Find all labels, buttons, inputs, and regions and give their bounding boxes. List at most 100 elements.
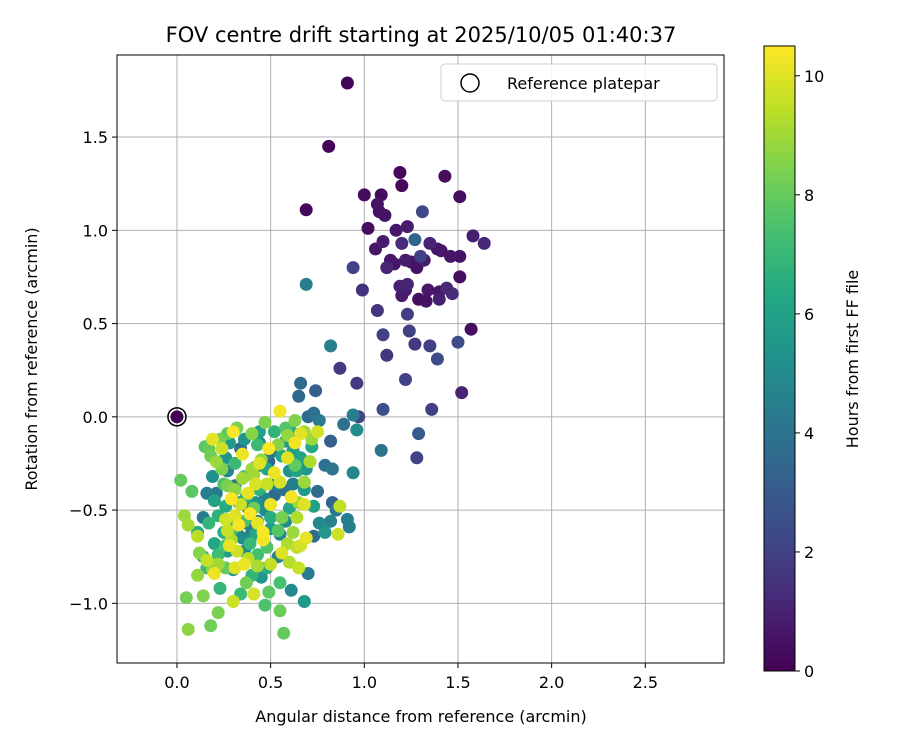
legend: Reference platepar: [440, 63, 718, 102]
data-point: [395, 236, 409, 250]
data-point: [402, 324, 416, 338]
data-point: [288, 414, 302, 427]
data-point: [288, 436, 302, 450]
data-point: [333, 361, 347, 375]
data-point: [324, 339, 338, 353]
colorbar-label: Hours from first FF file: [843, 270, 862, 449]
colorbar-tick-label: 2: [804, 543, 814, 562]
data-point: [297, 595, 311, 608]
data-point: [211, 548, 225, 562]
data-point: [355, 283, 369, 297]
data-point: [325, 462, 339, 476]
data-point: [430, 352, 444, 366]
colorbar-tick-label: 10: [804, 67, 824, 86]
data-point: [324, 434, 338, 448]
data-point: [453, 270, 467, 284]
data-point: [290, 511, 304, 524]
x-axis-label: Angular distance from reference (arcmin): [255, 707, 586, 726]
data-point: [260, 477, 274, 491]
data-point: [243, 537, 257, 551]
data-point: [211, 606, 225, 620]
y-axis-label: Rotation from reference (arcmin): [22, 227, 41, 490]
data-point: [311, 425, 324, 439]
data-point: [331, 527, 345, 541]
data-point: [324, 514, 338, 528]
data-point: [410, 451, 424, 465]
y-tick-label: −0.5: [69, 501, 108, 520]
data-point: [215, 442, 229, 455]
data-point: [273, 604, 287, 618]
data-point: [451, 335, 465, 349]
y-axis-ticks: −1.0 −0.5 0.0 0.5 1.0 1.5: [69, 128, 117, 613]
data-point: [258, 598, 272, 612]
data-point: [444, 249, 457, 263]
data-point: [243, 507, 257, 521]
data-point: [333, 499, 347, 513]
data-point: [414, 249, 427, 263]
data-point: [380, 348, 394, 362]
data-point: [207, 567, 221, 580]
data-point: [232, 518, 246, 532]
data-point: [267, 466, 281, 480]
data-point: [286, 525, 300, 539]
chart-title: FOV centre drift starting at 2025/10/05 …: [166, 23, 677, 47]
data-point: [376, 328, 390, 342]
y-tick-label: 1.0: [83, 221, 108, 240]
data-point: [206, 432, 219, 446]
data-point: [318, 525, 332, 539]
data-point: [264, 557, 278, 571]
x-tick-label: 0.5: [258, 673, 283, 692]
data-point: [206, 470, 219, 483]
data-point: [241, 486, 255, 500]
legend-marker: [460, 73, 480, 93]
y-tick-label: 0.0: [83, 408, 108, 427]
data-point: [196, 589, 210, 603]
data-point: [200, 553, 214, 567]
data-point: [245, 427, 259, 441]
plot-frame: [116, 54, 725, 664]
legend-box: [440, 63, 718, 102]
data-point: [284, 490, 298, 504]
colorbar-ticks: 0 2 4 6 8 10: [795, 67, 824, 681]
data-point: [207, 494, 221, 508]
data-point: [337, 417, 351, 431]
colorbar-tick-label: 4: [804, 424, 814, 443]
data-point: [228, 456, 242, 470]
data-point: [258, 415, 272, 429]
data-point: [204, 619, 218, 633]
x-tick-label: 2.5: [633, 673, 658, 692]
data-point: [399, 373, 412, 386]
data-point: [432, 292, 446, 306]
data-point: [361, 221, 375, 235]
grid: [117, 55, 724, 663]
data-point: [311, 484, 324, 498]
data-point: [294, 376, 308, 390]
data-point: [400, 220, 414, 234]
data-point: [423, 236, 437, 250]
data-point: [292, 561, 306, 575]
data-point: [389, 223, 403, 237]
data-point: [237, 557, 251, 571]
x-tick-label: 2.0: [539, 673, 564, 692]
data-point: [267, 425, 281, 439]
data-point: [322, 139, 336, 153]
data-point: [425, 402, 439, 416]
data-point: [174, 473, 188, 487]
data-point: [400, 307, 414, 321]
data-point: [251, 559, 264, 573]
data-point: [277, 626, 291, 640]
data-point: [421, 283, 435, 297]
data-point: [380, 261, 394, 275]
data-point: [226, 425, 240, 439]
data-point: [423, 339, 437, 353]
data-point: [273, 404, 287, 418]
data-point: [221, 524, 234, 538]
data-point: [202, 516, 216, 530]
data-point: [346, 466, 360, 480]
reference-marker-group: [167, 407, 187, 427]
data-point: [408, 233, 422, 247]
data-point: [301, 567, 315, 580]
colorbar-tick-label: 6: [804, 305, 814, 324]
colorbar-tick-label: 0: [804, 662, 814, 681]
data-point: [346, 408, 360, 422]
